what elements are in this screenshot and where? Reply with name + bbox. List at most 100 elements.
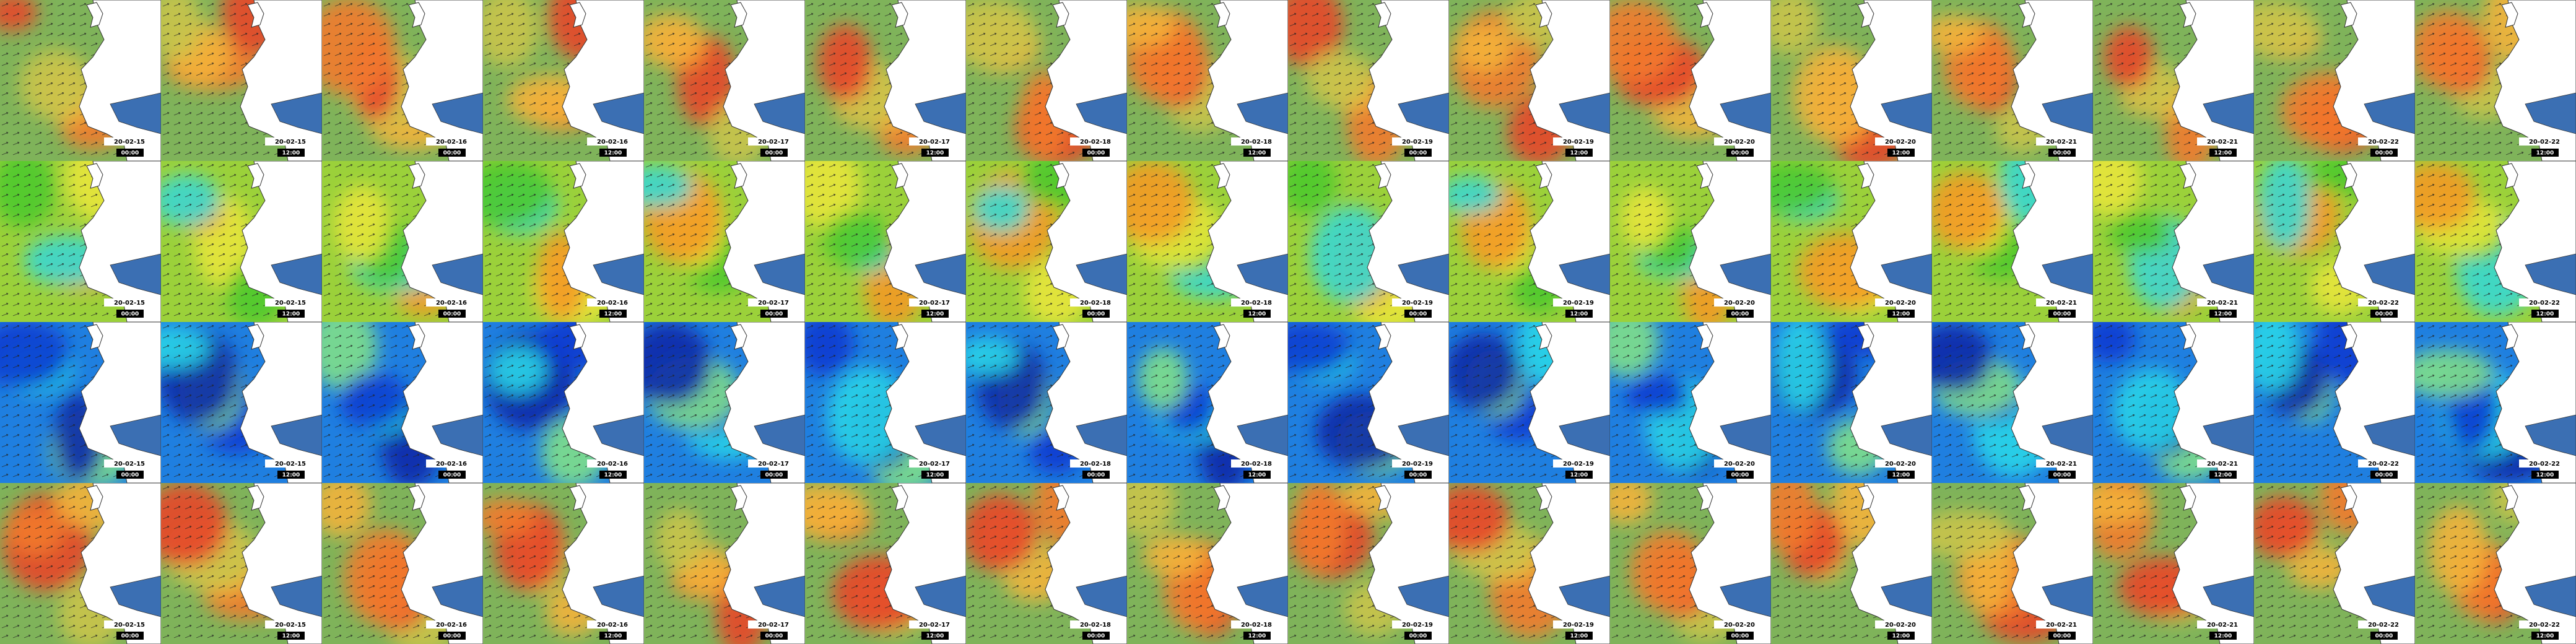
- date-label: 20-02-19: [1402, 139, 1433, 146]
- map-tile: 20-02-22 00:00: [2254, 483, 2415, 644]
- date-box: [2358, 298, 2409, 307]
- time-label: 12:00: [1570, 150, 1588, 157]
- land: [1857, 324, 1874, 350]
- date-box: [748, 620, 799, 629]
- time-label: 00:00: [2375, 633, 2393, 640]
- time-box: [277, 471, 305, 479]
- date-box: [104, 137, 155, 146]
- date-label: 20-02-21: [2207, 300, 2238, 307]
- date-label: 20-02-15: [275, 461, 306, 468]
- date-label: 20-02-20: [1885, 622, 1916, 629]
- date-box: [104, 459, 155, 468]
- time-box: [2370, 632, 2398, 640]
- time-label: 00:00: [1087, 150, 1105, 157]
- date-label: 20-02-18: [1080, 622, 1111, 629]
- date-box: [1714, 459, 1765, 468]
- date-box: [104, 620, 155, 629]
- land: [569, 324, 586, 350]
- time-label: 12:00: [282, 472, 300, 479]
- time-label: 00:00: [1409, 472, 1427, 479]
- date-label: 20-02-21: [2046, 300, 2077, 307]
- time-box: [1887, 310, 1915, 318]
- tile-content: 20-02-16 00:00: [322, 0, 483, 161]
- time-box: [1082, 471, 1110, 479]
- map-tile: 20-02-18 12:00: [1127, 0, 1288, 161]
- map-tile: 20-02-19 12:00: [1449, 483, 1610, 644]
- map-tile: 20-02-17 12:00: [805, 0, 966, 161]
- time-box: [2531, 471, 2559, 479]
- land: [891, 2, 908, 28]
- time-label: 12:00: [1892, 150, 1910, 157]
- date-label: 20-02-21: [2207, 139, 2238, 146]
- date-box: [1553, 459, 1604, 468]
- date-box: [1714, 298, 1765, 307]
- date-box: [587, 137, 638, 146]
- sea: [2042, 92, 2093, 134]
- sea: [754, 92, 805, 134]
- time-box: [599, 310, 627, 318]
- tile-content: 20-02-20 12:00: [1771, 161, 1932, 322]
- date-box: [265, 137, 316, 146]
- tile-content: 20-02-22 12:00: [2415, 161, 2576, 322]
- time-label: 00:00: [2053, 472, 2071, 479]
- date-box: [1070, 298, 1121, 307]
- sea: [2364, 253, 2415, 295]
- date-label: 20-02-17: [919, 300, 950, 307]
- sea: [1076, 414, 1127, 456]
- time-box: [2531, 149, 2559, 157]
- map-tile: 20-02-17 00:00: [644, 483, 805, 644]
- time-box: [599, 149, 627, 157]
- land: [730, 324, 747, 350]
- map-tile: 20-02-20 12:00: [1771, 161, 1932, 322]
- date-box: [1231, 298, 1282, 307]
- land: [1052, 324, 1069, 350]
- date-box: [1875, 459, 1926, 468]
- map-tile: 20-02-18 12:00: [1127, 483, 1288, 644]
- date-label: 20-02-22: [2529, 622, 2560, 629]
- sea: [915, 92, 966, 134]
- date-box: [1553, 137, 1604, 146]
- sea: [1720, 253, 1771, 295]
- date-box: [2197, 459, 2248, 468]
- date-box: [1714, 620, 1765, 629]
- date-label: 20-02-16: [597, 461, 628, 468]
- date-label: 20-02-20: [1885, 300, 1916, 307]
- sea: [593, 253, 644, 295]
- tile-content: 20-02-22 00:00: [2254, 322, 2415, 483]
- land: [1052, 485, 1069, 511]
- tile-content: 20-02-16 12:00: [483, 161, 644, 322]
- date-box: [104, 298, 155, 307]
- tile-content: 20-02-20 00:00: [1610, 0, 1771, 161]
- time-box: [1726, 471, 1754, 479]
- time-label: 00:00: [121, 633, 139, 640]
- tile-content: 20-02-18 12:00: [1127, 0, 1288, 161]
- map-tile: 20-02-16 12:00: [483, 0, 644, 161]
- date-box: [1553, 620, 1604, 629]
- time-box: [760, 632, 788, 640]
- time-box: [921, 471, 949, 479]
- land: [1535, 2, 1552, 28]
- tile-content: 20-02-20 12:00: [1771, 0, 1932, 161]
- time-label: 12:00: [2214, 633, 2232, 640]
- time-box: [277, 149, 305, 157]
- sea: [915, 414, 966, 456]
- land: [247, 324, 264, 350]
- date-label: 20-02-18: [1080, 461, 1111, 468]
- map-tile: 20-02-22 12:00: [2415, 483, 2576, 644]
- time-label: 12:00: [282, 311, 300, 318]
- land: [2018, 163, 2035, 189]
- map-tile: 20-02-17 00:00: [644, 0, 805, 161]
- tile-content: 20-02-17 00:00: [644, 322, 805, 483]
- tile-content: 20-02-16 12:00: [483, 322, 644, 483]
- tile-content: 20-02-20 12:00: [1771, 322, 1932, 483]
- land: [1696, 485, 1713, 511]
- tile-content: 20-02-17 12:00: [805, 161, 966, 322]
- time-label: 00:00: [2375, 150, 2393, 157]
- time-box: [921, 632, 949, 640]
- sea: [2525, 253, 2576, 295]
- time-box: [2370, 149, 2398, 157]
- time-label: 00:00: [1409, 150, 1427, 157]
- land: [569, 2, 586, 28]
- land: [2179, 163, 2196, 189]
- land: [86, 485, 103, 511]
